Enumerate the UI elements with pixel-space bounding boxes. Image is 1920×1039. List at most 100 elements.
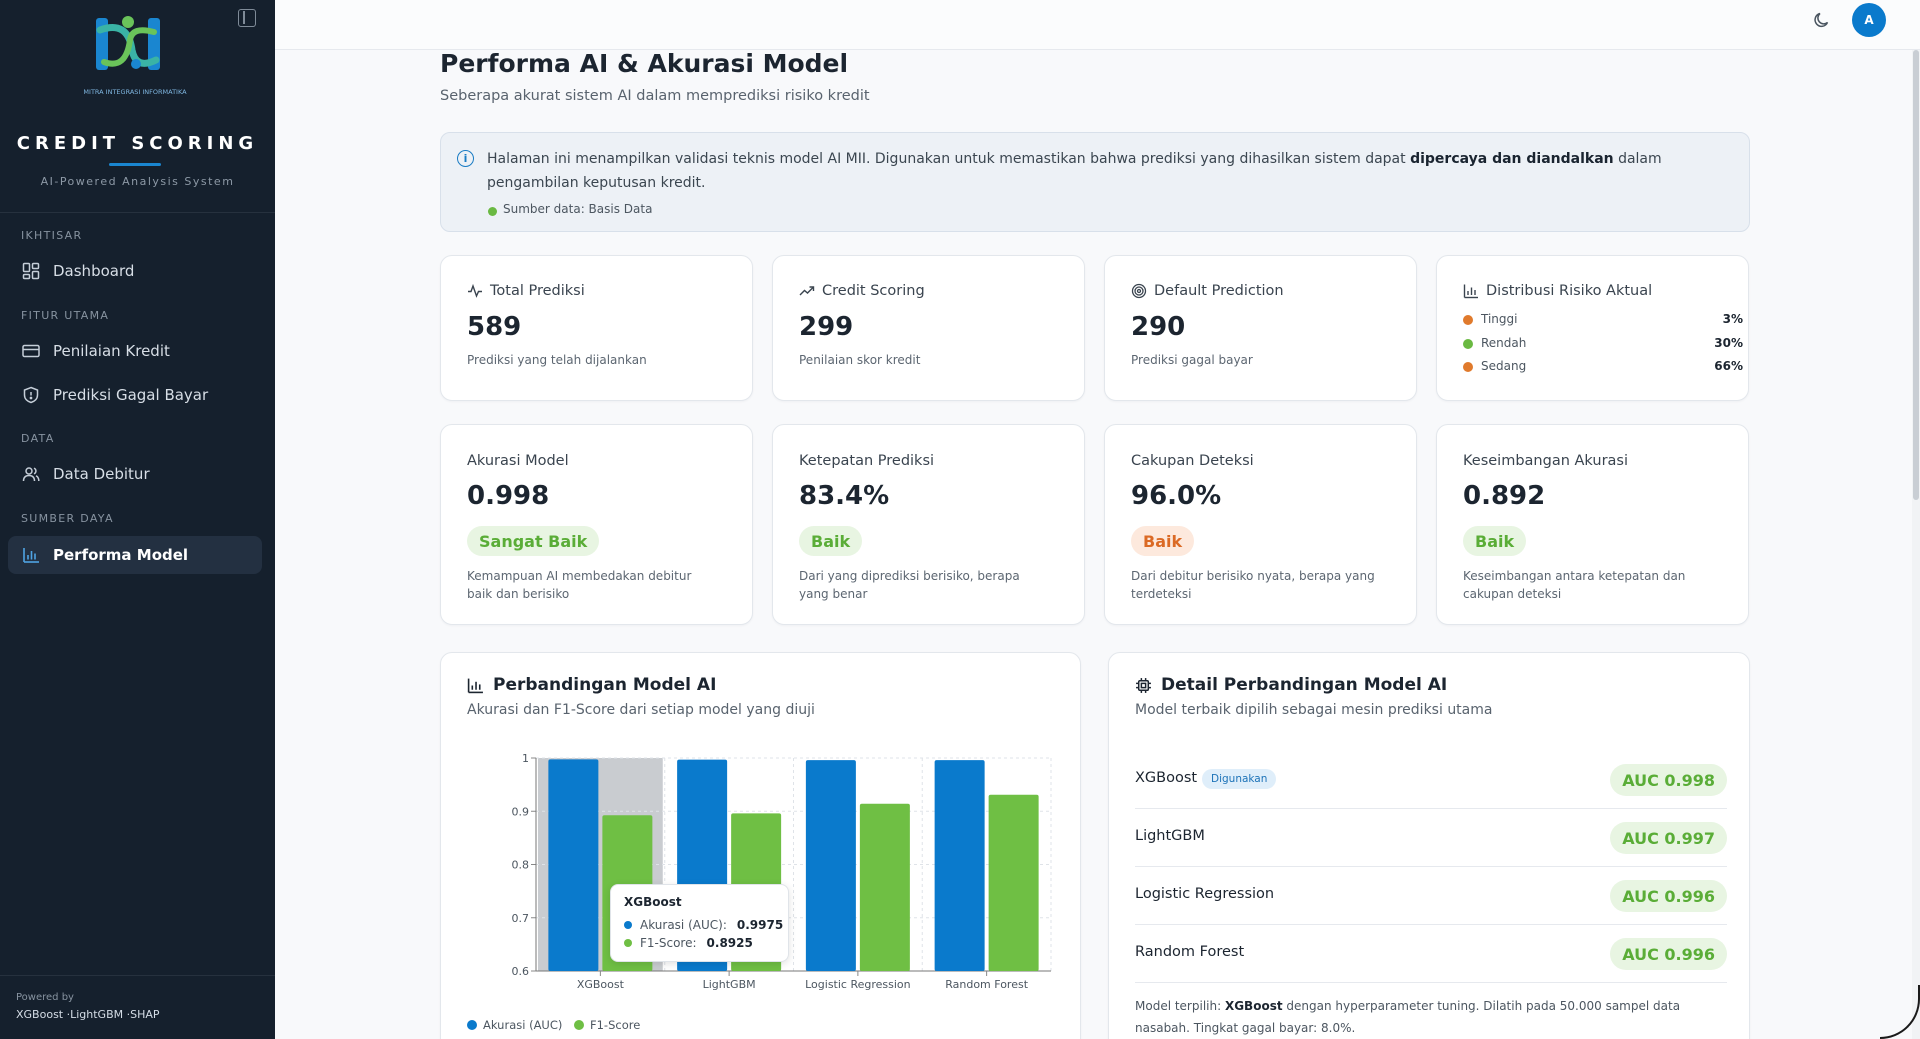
sidebar-item-label: Prediksi Gagal Bayar [53, 386, 209, 404]
comparison-title: Perbandingan Model AI [493, 675, 717, 695]
detail-title: Detail Perbandingan Model AI [1161, 675, 1448, 695]
tooltip-row-auc: Akurasi (AUC): 0.9975 [624, 918, 783, 932]
sidebar-item-label: Performa Model [53, 546, 189, 564]
logo-caption: MITRA INTEGRASI INFORMATIKA [83, 88, 187, 96]
source-status-dot [488, 207, 497, 216]
sidebar-collapse-icon[interactable] [238, 9, 256, 27]
y-tick-label: 0.8 [512, 859, 530, 872]
used-badge: Digunakan [1202, 769, 1277, 789]
bar-f1-random-forest [988, 794, 1039, 971]
x-tick-label: Logistic Regression [805, 978, 911, 991]
distribution-label: Distribusi Risiko Aktual [1486, 283, 1653, 299]
y-tick-label: 0.7 [512, 912, 530, 925]
section-label-ikhtisar: IKHTISAR [21, 229, 83, 242]
y-tick-label: 0.6 [512, 965, 530, 978]
y-tick-label: 0.9 [512, 805, 530, 818]
sidebar-item-label: Penilaian Kredit [53, 342, 170, 360]
stat-label: Default Prediction [1154, 283, 1284, 299]
bar-auc-random-forest [934, 760, 985, 971]
sidebar-item-performa-model[interactable]: Performa Model [8, 536, 262, 574]
metric-value: 0.892 [1463, 481, 1546, 511]
avatar[interactable]: A [1852, 3, 1886, 37]
sidebar-item-prediksi-gagal-bayar[interactable]: Prediksi Gagal Bayar [8, 376, 262, 414]
source-label: Sumber data: Basis Data [503, 202, 653, 216]
stat-label: Credit Scoring [822, 283, 925, 299]
stat-label: Total Prediksi [490, 283, 585, 299]
section-label-fitur-utama: FITUR UTAMA [21, 309, 110, 322]
sidebar-item-label: Dashboard [53, 262, 135, 280]
status-badge: Sangat Baik [467, 526, 600, 556]
sidebar-item-dashboard[interactable]: Dashboard [8, 252, 262, 290]
risk-dot [1463, 315, 1473, 325]
scrollbar-thumb[interactable] [1913, 50, 1919, 500]
risk-dot [1463, 339, 1473, 349]
section-label-data: DATA [21, 432, 55, 445]
status-badge: Baik [1463, 526, 1527, 556]
metric-desc: Kemampuan AI membedakan debitur baik dan… [467, 569, 692, 601]
auc-badge: AUC 0.997 [1610, 822, 1727, 854]
scrollbar-track[interactable] [1912, 50, 1920, 1039]
info-banner: i Halaman ini menampilkan validasi tekni… [440, 132, 1750, 232]
moon-icon[interactable] [1812, 10, 1832, 30]
metric-label: Akurasi Model [467, 453, 569, 469]
page-title: Performa AI & Akurasi Model [440, 49, 849, 78]
brand-title: CREDIT SCORING [16, 133, 259, 154]
model-row-lightgbm[interactable]: LightGBM AUC 0.997 [1135, 809, 1727, 867]
model-note: Model terpilih: XGBoost dengan hyperpara… [1135, 999, 1681, 1035]
tooltip-title: XGBoost [624, 895, 682, 909]
model-row-logistic-regression[interactable]: Logistic Regression AUC 0.996 [1135, 867, 1727, 925]
x-tick-label: XGBoost [577, 978, 625, 991]
distribution-row-rendah: Rendah 30% [1463, 335, 1743, 353]
company-logo: MITRA INTEGRASI INFORMATIKA [70, 10, 200, 100]
sidebar-item-data-debitur[interactable]: Data Debitur [8, 455, 262, 493]
info-icon: i [457, 150, 474, 167]
model-row-xgboost[interactable]: XGBoost Digunakan AUC 0.998 [1135, 751, 1727, 809]
bar-chart-icon [1463, 283, 1479, 299]
metric-label: Keseimbangan Akurasi [1463, 453, 1628, 469]
credit-card-icon [21, 341, 41, 361]
stat-card-credit-scoring: Credit Scoring 299 Penilaian skor kredit [772, 255, 1085, 401]
topbar [275, 0, 1920, 50]
distribution-row-sedang: Sedang 66% [1463, 358, 1743, 376]
powered-by-label: Powered by [16, 992, 74, 1003]
sidebar-item-label: Data Debitur [53, 465, 150, 483]
shield-icon [21, 385, 41, 405]
section-label-sumber-daya: SUMBER DAYA [21, 512, 114, 525]
comparison-chart-card: Perbandingan Model AI Akurasi dan F1-Sco… [440, 652, 1081, 1039]
auc-badge: AUC 0.998 [1610, 764, 1727, 796]
metric-label: Cakupan Deteksi [1131, 453, 1254, 469]
page-subtitle: Seberapa akurat sistem AI dalam mempredi… [440, 88, 870, 104]
metric-desc: Dari yang diprediksi berisiko, berapa ya… [799, 569, 1020, 601]
dashboard-grid-icon [21, 261, 41, 281]
trending-up-icon [799, 283, 815, 299]
sidebar-divider [0, 212, 275, 213]
status-badge: Baik [1131, 526, 1195, 556]
sidebar: MITRA INTEGRASI INFORMATIKA CREDIT SCORI… [0, 0, 275, 1039]
stat-card-total-prediksi: Total Prediksi 589 Prediksi yang telah d… [440, 255, 753, 401]
legend-item-auc[interactable]: Akurasi (AUC) [467, 1018, 562, 1032]
auc-badge: AUC 0.996 [1610, 938, 1727, 970]
model-name: Random Forest [1135, 944, 1245, 960]
bar-auc-xgboost [548, 759, 599, 971]
distribution-row-tinggi: Tinggi 3% [1463, 311, 1743, 329]
tooltip-row-f1: F1-Score: 0.8925 [624, 936, 753, 950]
model-row-random-forest[interactable]: Random Forest AUC 0.996 [1135, 925, 1727, 983]
bar-auc-logistic-regression [805, 760, 856, 971]
model-name: XGBoost [1135, 770, 1198, 786]
stat-desc: Prediksi gagal bayar [1131, 353, 1253, 367]
metric-label: Ketepatan Prediksi [799, 453, 935, 469]
bar-chart-icon [21, 545, 41, 565]
stat-value: 299 [799, 312, 854, 342]
brand-subtitle: AI-Powered Analysis System [40, 175, 235, 188]
legend-item-f1[interactable]: F1-Score [574, 1018, 640, 1032]
stat-desc: Prediksi yang telah dijalankan [467, 353, 647, 367]
metric-card-akurasi-model: Akurasi Model 0.998 Sangat Baik Kemampua… [440, 424, 753, 625]
bar-chart-icon [467, 677, 484, 694]
sidebar-item-penilaian-kredit[interactable]: Penilaian Kredit [8, 332, 262, 370]
metric-desc: Keseimbangan antara ketepatan dan cakupa… [1463, 569, 1686, 601]
model-detail-card: Detail Perbandingan Model AI Model terba… [1108, 652, 1750, 1039]
detail-subtitle: Model terbaik dipilih sebagai mesin pred… [1135, 702, 1493, 718]
x-tick-label: LightGBM [703, 978, 756, 991]
metric-card-cakupan-deteksi: Cakupan Deteksi 96.0% Baik Dari debitur … [1104, 424, 1417, 625]
stat-card-default-prediction: Default Prediction 290 Prediksi gagal ba… [1104, 255, 1417, 401]
